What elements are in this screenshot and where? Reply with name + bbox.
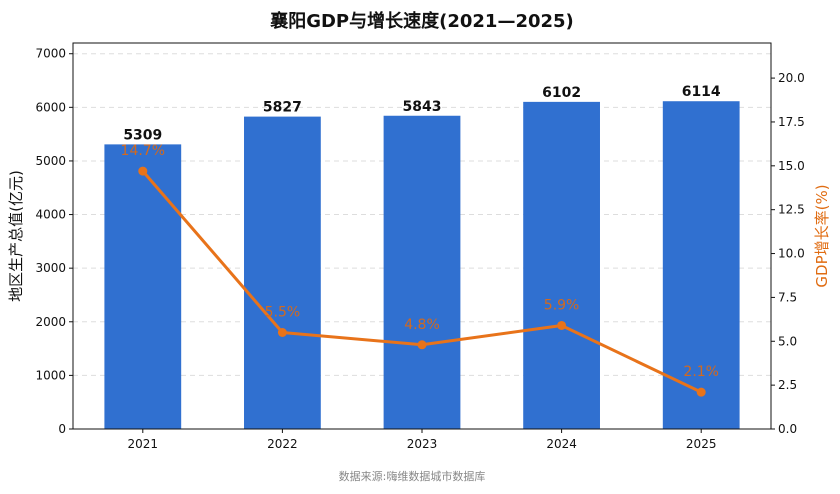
- y-tick-label-right: 15.0: [778, 159, 805, 173]
- y-axis-label-right: GDP增长率(%): [813, 184, 831, 287]
- axes: 0 1000 2000 3000 4000 5000 6000 7000 0.0 2.5 5.0 7.…: [35, 42, 805, 451]
- growth-point-2025: [696, 387, 706, 397]
- x-tick-label: 2021: [128, 437, 159, 451]
- growth-value-label: 5.5%: [265, 305, 301, 321]
- y-tick-label-right: 2.5: [778, 378, 797, 392]
- bar-value-label: 6114: [682, 84, 721, 100]
- y-tick-label-right: 12.5: [778, 203, 805, 217]
- y-axis-label-left: 地区生产总值(亿元): [7, 170, 25, 302]
- bar-value-label: 5827: [263, 100, 302, 116]
- bar-series: [104, 101, 740, 430]
- y-tick-label-right: 7.5: [778, 290, 797, 304]
- growth-value-label: 2.1%: [683, 364, 719, 380]
- source-note: 数据来源:嗨维数据城市数据库: [339, 469, 486, 483]
- bar-2021: [104, 144, 182, 430]
- growth-value-label: 4.8%: [404, 317, 440, 333]
- growth-point-2023: [417, 340, 427, 350]
- chart-title: 襄阳GDP与增长速度(2021—2025): [269, 10, 574, 32]
- growth-value-label: 5.9%: [544, 297, 580, 313]
- y-tick-label-right: 17.5: [778, 115, 805, 129]
- bar-2022: [244, 116, 321, 429]
- bar-value-label: 5843: [403, 99, 442, 115]
- growth-value-label: 14.7%: [121, 143, 165, 159]
- growth-line-series: [138, 166, 706, 397]
- y-tick-label-left: 0: [58, 422, 66, 436]
- growth-point-2022: [277, 328, 287, 337]
- y-tick-label-left: 2000: [35, 315, 66, 329]
- x-tick-label: 2024: [546, 437, 577, 451]
- y-tick-label-left: 5000: [35, 154, 66, 168]
- y-tick-label-right: 10.0: [778, 247, 805, 261]
- bar-2024: [523, 101, 600, 430]
- x-tick-label: 2022: [267, 437, 298, 451]
- bar-value-label: 6102: [542, 85, 581, 101]
- y-tick-label-left: 4000: [35, 208, 66, 222]
- bar-2023: [383, 115, 461, 429]
- y-tick-label-left: 3000: [35, 261, 66, 275]
- growth-point-2021: [138, 166, 148, 176]
- y-tick-label-left: 6000: [35, 100, 66, 114]
- growth-point-2024: [557, 320, 567, 330]
- y-tick-label-left: 1000: [35, 368, 66, 382]
- bar-value-label: 5309: [123, 127, 162, 143]
- x-tick-label: 2025: [686, 437, 717, 451]
- y-tick-label-right: 20.0: [778, 71, 805, 85]
- data-labels: 5309 5827 5843 6102 6114 14.7% 5.5% 4.8% 5.9% 2.1…: [121, 84, 721, 380]
- y-tick-label-right: 5.0: [778, 334, 797, 348]
- x-tick-label: 2023: [407, 437, 438, 451]
- bar-2025: [662, 101, 740, 429]
- plot-frame: [72, 42, 772, 430]
- y-tick-label-left: 7000: [35, 47, 66, 61]
- y-tick-label-right: 0.0: [778, 422, 797, 436]
